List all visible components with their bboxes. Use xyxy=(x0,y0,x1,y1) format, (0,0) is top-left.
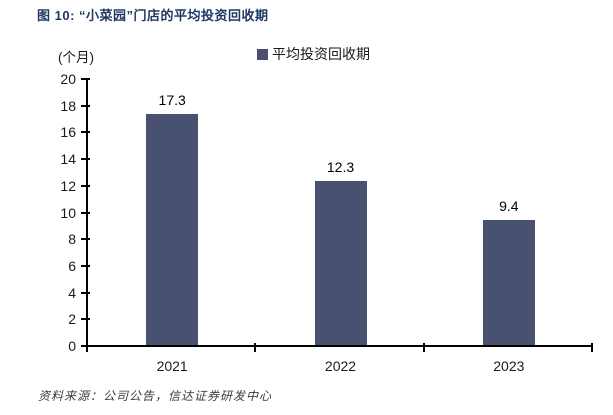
y-axis-tick xyxy=(81,104,90,107)
bar-value-label: 17.3 xyxy=(158,92,186,109)
x-axis-tick xyxy=(591,343,593,352)
y-axis-tick-label: 4 xyxy=(68,284,76,301)
y-axis-tick-label: 2 xyxy=(68,311,76,328)
source-note: 资料来源：公司公告，信达证券研发中心 xyxy=(38,389,273,403)
y-axis-tick xyxy=(81,318,90,321)
y-axis-tick xyxy=(81,345,90,347)
y-axis-tick xyxy=(81,291,90,294)
y-axis-tick xyxy=(81,184,90,187)
y-axis-tick-label: 8 xyxy=(68,231,76,248)
y-axis-tick-label: 6 xyxy=(68,257,76,274)
y-axis-tick-label: 20 xyxy=(60,71,76,87)
x-axis-tick xyxy=(422,343,425,352)
bar-2021 xyxy=(146,114,199,345)
legend-swatch-icon xyxy=(257,48,268,60)
y-axis-tick xyxy=(81,238,90,241)
bar-value-label: 12.3 xyxy=(326,158,355,175)
y-axis-tick xyxy=(81,158,90,161)
y-axis-tick-label: 10 xyxy=(60,204,76,221)
y-axis-tick xyxy=(81,264,90,267)
y-axis-tick-label: 14 xyxy=(60,151,76,168)
y-axis-tick-label: 16 xyxy=(60,124,76,141)
x-axis-tick xyxy=(254,343,257,352)
bar-2023 xyxy=(482,219,535,345)
x-axis-category-label: 2021 xyxy=(156,358,188,374)
y-axis-tick-label: 0 xyxy=(68,338,76,354)
legend: 平均投资回收期 xyxy=(257,44,370,64)
x-axis-line xyxy=(86,345,593,347)
y-axis-tick xyxy=(81,131,90,134)
figure-title: 图 10: “小菜园”门店的平均投资回收期 xyxy=(37,8,269,23)
y-axis-tick xyxy=(81,211,90,214)
legend-label: 平均投资回收期 xyxy=(272,46,370,62)
x-axis-category-label: 2023 xyxy=(493,358,525,374)
y-axis-tick-label: 12 xyxy=(60,177,76,194)
bar-value-label: 9.4 xyxy=(499,197,519,214)
bar-2022 xyxy=(314,180,367,345)
y-axis-tick-label: 18 xyxy=(60,97,76,114)
y-axis-unit-label: (个月) xyxy=(58,50,94,65)
x-axis-tick xyxy=(86,343,88,352)
x-axis-category-label: 2022 xyxy=(324,358,357,374)
y-axis-tick xyxy=(81,78,90,80)
